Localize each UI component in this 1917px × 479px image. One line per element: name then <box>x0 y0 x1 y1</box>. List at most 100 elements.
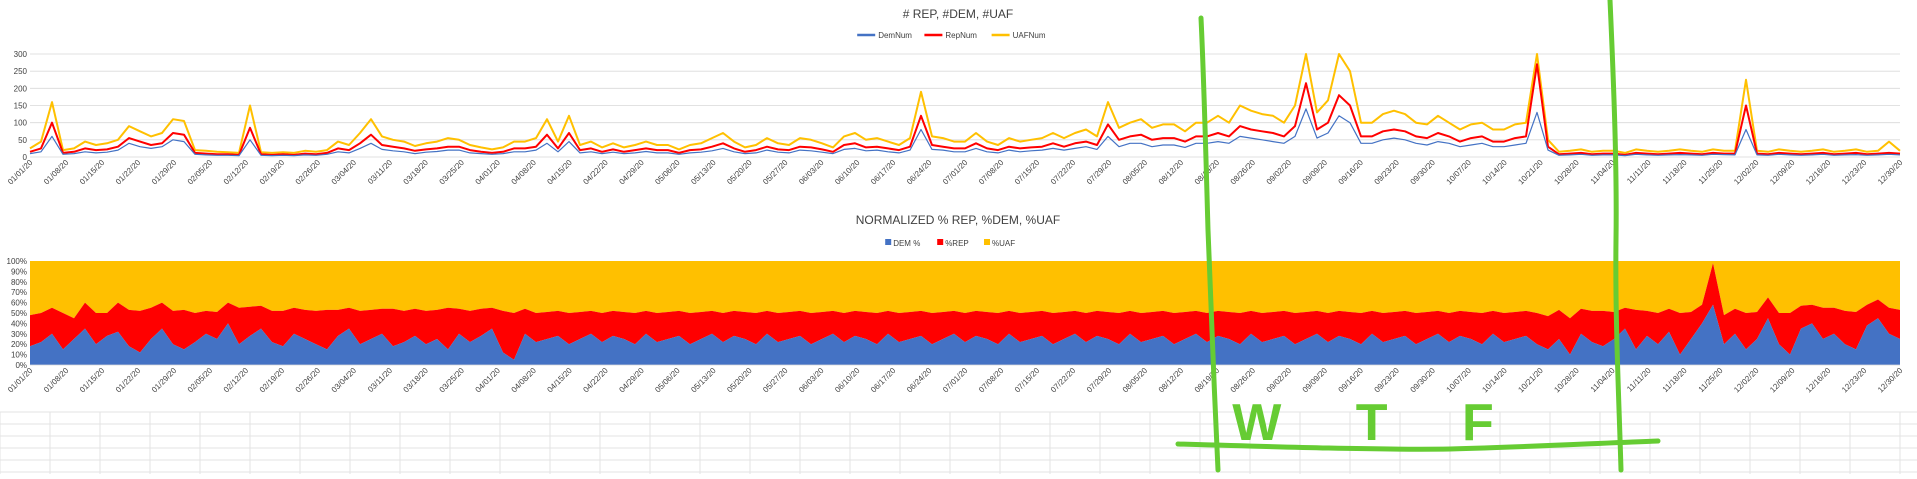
x-tick-label: 11/04/20 <box>1589 366 1617 394</box>
x-tick-label: 04/08/20 <box>509 366 538 395</box>
x-tick-label: 07/29/20 <box>1085 366 1114 395</box>
x-tick-label: 06/24/20 <box>905 366 934 395</box>
x-tick-label: 03/18/20 <box>402 158 431 187</box>
series-line-rep <box>29 63 1901 156</box>
x-tick-label: 12/02/20 <box>1732 158 1761 187</box>
x-tick-label: 01/01/20 <box>6 158 35 187</box>
x-tick-label: 06/24/20 <box>905 158 934 187</box>
x-tick-label: 05/27/20 <box>761 158 790 187</box>
area-rep <box>30 263 1900 360</box>
x-tick-label: 10/14/20 <box>1480 366 1509 395</box>
x-tick-label: 06/17/20 <box>869 366 898 395</box>
x-tick-label: 04/22/20 <box>581 158 610 187</box>
x-tick-label: 01/22/20 <box>114 158 143 187</box>
x-tick-label: 02/26/20 <box>294 158 323 187</box>
x-tick-label: 03/11/20 <box>366 366 394 394</box>
x-tick-label: 12/23/20 <box>1840 158 1869 187</box>
spreadsheet-grid <box>0 411 1917 474</box>
x-tick-label: 02/12/20 <box>222 158 251 187</box>
x-tick-label: 07/29/20 <box>1085 158 1114 187</box>
hand-drawn-annotation: W T F <box>1175 0 1661 473</box>
x-tick-label: 11/25/20 <box>1697 366 1725 394</box>
y-tick-label: 30% <box>11 330 27 339</box>
x-tick-label: 07/15/20 <box>1013 158 1042 187</box>
x-tick-label: 10/21/20 <box>1516 366 1545 395</box>
x-tick-label: 05/20/20 <box>725 366 754 395</box>
x-tick-label: 12/09/20 <box>1768 366 1797 395</box>
x-tick-label: 02/05/20 <box>186 366 215 395</box>
x-tick-label: 04/15/20 <box>545 366 574 395</box>
x-tick-label: 11/11/20 <box>1625 366 1653 394</box>
x-tick-label: 09/30/20 <box>1409 366 1438 395</box>
legend-swatch <box>937 239 944 245</box>
x-tick-label: 01/08/20 <box>42 158 71 187</box>
x-tick-label: 01/29/20 <box>150 366 179 395</box>
x-tick-label: 07/22/20 <box>1049 366 1078 395</box>
x-tick-label: 09/30/20 <box>1409 158 1438 187</box>
x-tick-label: 07/22/20 <box>1049 158 1078 187</box>
right-marker-line <box>1607 0 1624 473</box>
y-tick-label: 10% <box>11 351 27 360</box>
x-tick-label: 02/19/20 <box>258 366 287 395</box>
x-tick-label: 05/27/20 <box>761 366 790 395</box>
x-tick-label: 03/18/20 <box>402 366 431 395</box>
chart2-series <box>30 261 1900 365</box>
x-tick-label: 09/09/20 <box>1301 366 1330 395</box>
x-tick-label: 02/26/20 <box>294 366 323 395</box>
x-tick-label: 05/13/20 <box>689 366 718 395</box>
y-tick-label: 20% <box>11 340 27 349</box>
y-tick-label: 100% <box>7 257 27 266</box>
chart1-y-axis: 300 250 200 150 100 50 0 <box>14 50 28 162</box>
legend-label: RepNum <box>945 31 977 40</box>
legend-label: UAFNum <box>1013 31 1046 40</box>
chart1-x-axis: 01/01/20 01/08/20 01/15/20 01/22/20 01/29/20… <box>6 158 1905 187</box>
annotation-text: W T F <box>1232 394 1524 452</box>
series-line-dem <box>29 108 1901 157</box>
x-tick-label: 09/16/20 <box>1337 158 1366 187</box>
x-tick-label: 12/30/20 <box>1876 366 1905 395</box>
x-tick-label: 01/15/20 <box>78 158 107 187</box>
x-tick-label: 02/12/20 <box>222 366 251 395</box>
x-tick-label: 08/26/20 <box>1229 366 1258 395</box>
x-tick-label: 10/07/20 <box>1444 366 1473 395</box>
x-tick-label: 06/10/20 <box>833 366 862 395</box>
chart1-legend: DemNum RepNum UAFNum <box>857 31 1046 40</box>
x-tick-label: 09/02/20 <box>1265 366 1294 395</box>
x-tick-label: 01/15/20 <box>78 366 107 395</box>
x-tick-label: 04/29/20 <box>617 158 646 187</box>
x-tick-label: 07/01/20 <box>941 158 970 187</box>
x-tick-label: 05/20/20 <box>725 158 754 187</box>
x-tick-label: 11/11/20 <box>1625 158 1653 186</box>
legend-label: %REP <box>945 239 969 248</box>
series-line-uaf <box>29 53 1901 154</box>
x-tick-label: 08/19/20 <box>1193 366 1222 395</box>
x-tick-label: 02/19/20 <box>258 158 287 187</box>
x-tick-label: 09/16/20 <box>1337 366 1366 395</box>
legend-swatch <box>885 239 892 245</box>
x-tick-label: 04/01/20 <box>474 158 503 187</box>
y-tick-label: 70% <box>11 288 27 297</box>
chart2-gridlines <box>30 364 1900 366</box>
legend-label: DEM % <box>893 239 920 248</box>
legend-label: %UAF <box>992 239 1015 248</box>
y-tick-label: 150 <box>14 102 28 111</box>
y-tick-label: 200 <box>14 84 28 93</box>
x-tick-label: 07/15/20 <box>1013 366 1042 395</box>
chart2-legend: DEM % %REP %UAF <box>885 239 1015 248</box>
y-tick-label: 100 <box>14 119 28 128</box>
y-tick-label: 0 <box>23 153 28 162</box>
legend-swatch <box>984 239 990 245</box>
y-tick-label: 50% <box>11 309 27 318</box>
x-tick-label: 07/08/20 <box>977 366 1006 395</box>
x-tick-label: 10/28/20 <box>1552 366 1581 395</box>
chart2-title: NORMALIZED % REP, %DEM, %UAF <box>856 213 1060 227</box>
y-tick-label: 60% <box>11 299 27 308</box>
underline-marker-line <box>1175 438 1661 452</box>
area-uaf <box>30 261 1900 319</box>
x-tick-label: 04/15/20 <box>545 158 574 187</box>
x-tick-label: 05/06/20 <box>653 366 682 395</box>
legend-label: DemNum <box>878 31 912 40</box>
x-tick-label: 06/03/20 <box>797 158 826 187</box>
x-tick-label: 03/04/20 <box>330 366 359 395</box>
